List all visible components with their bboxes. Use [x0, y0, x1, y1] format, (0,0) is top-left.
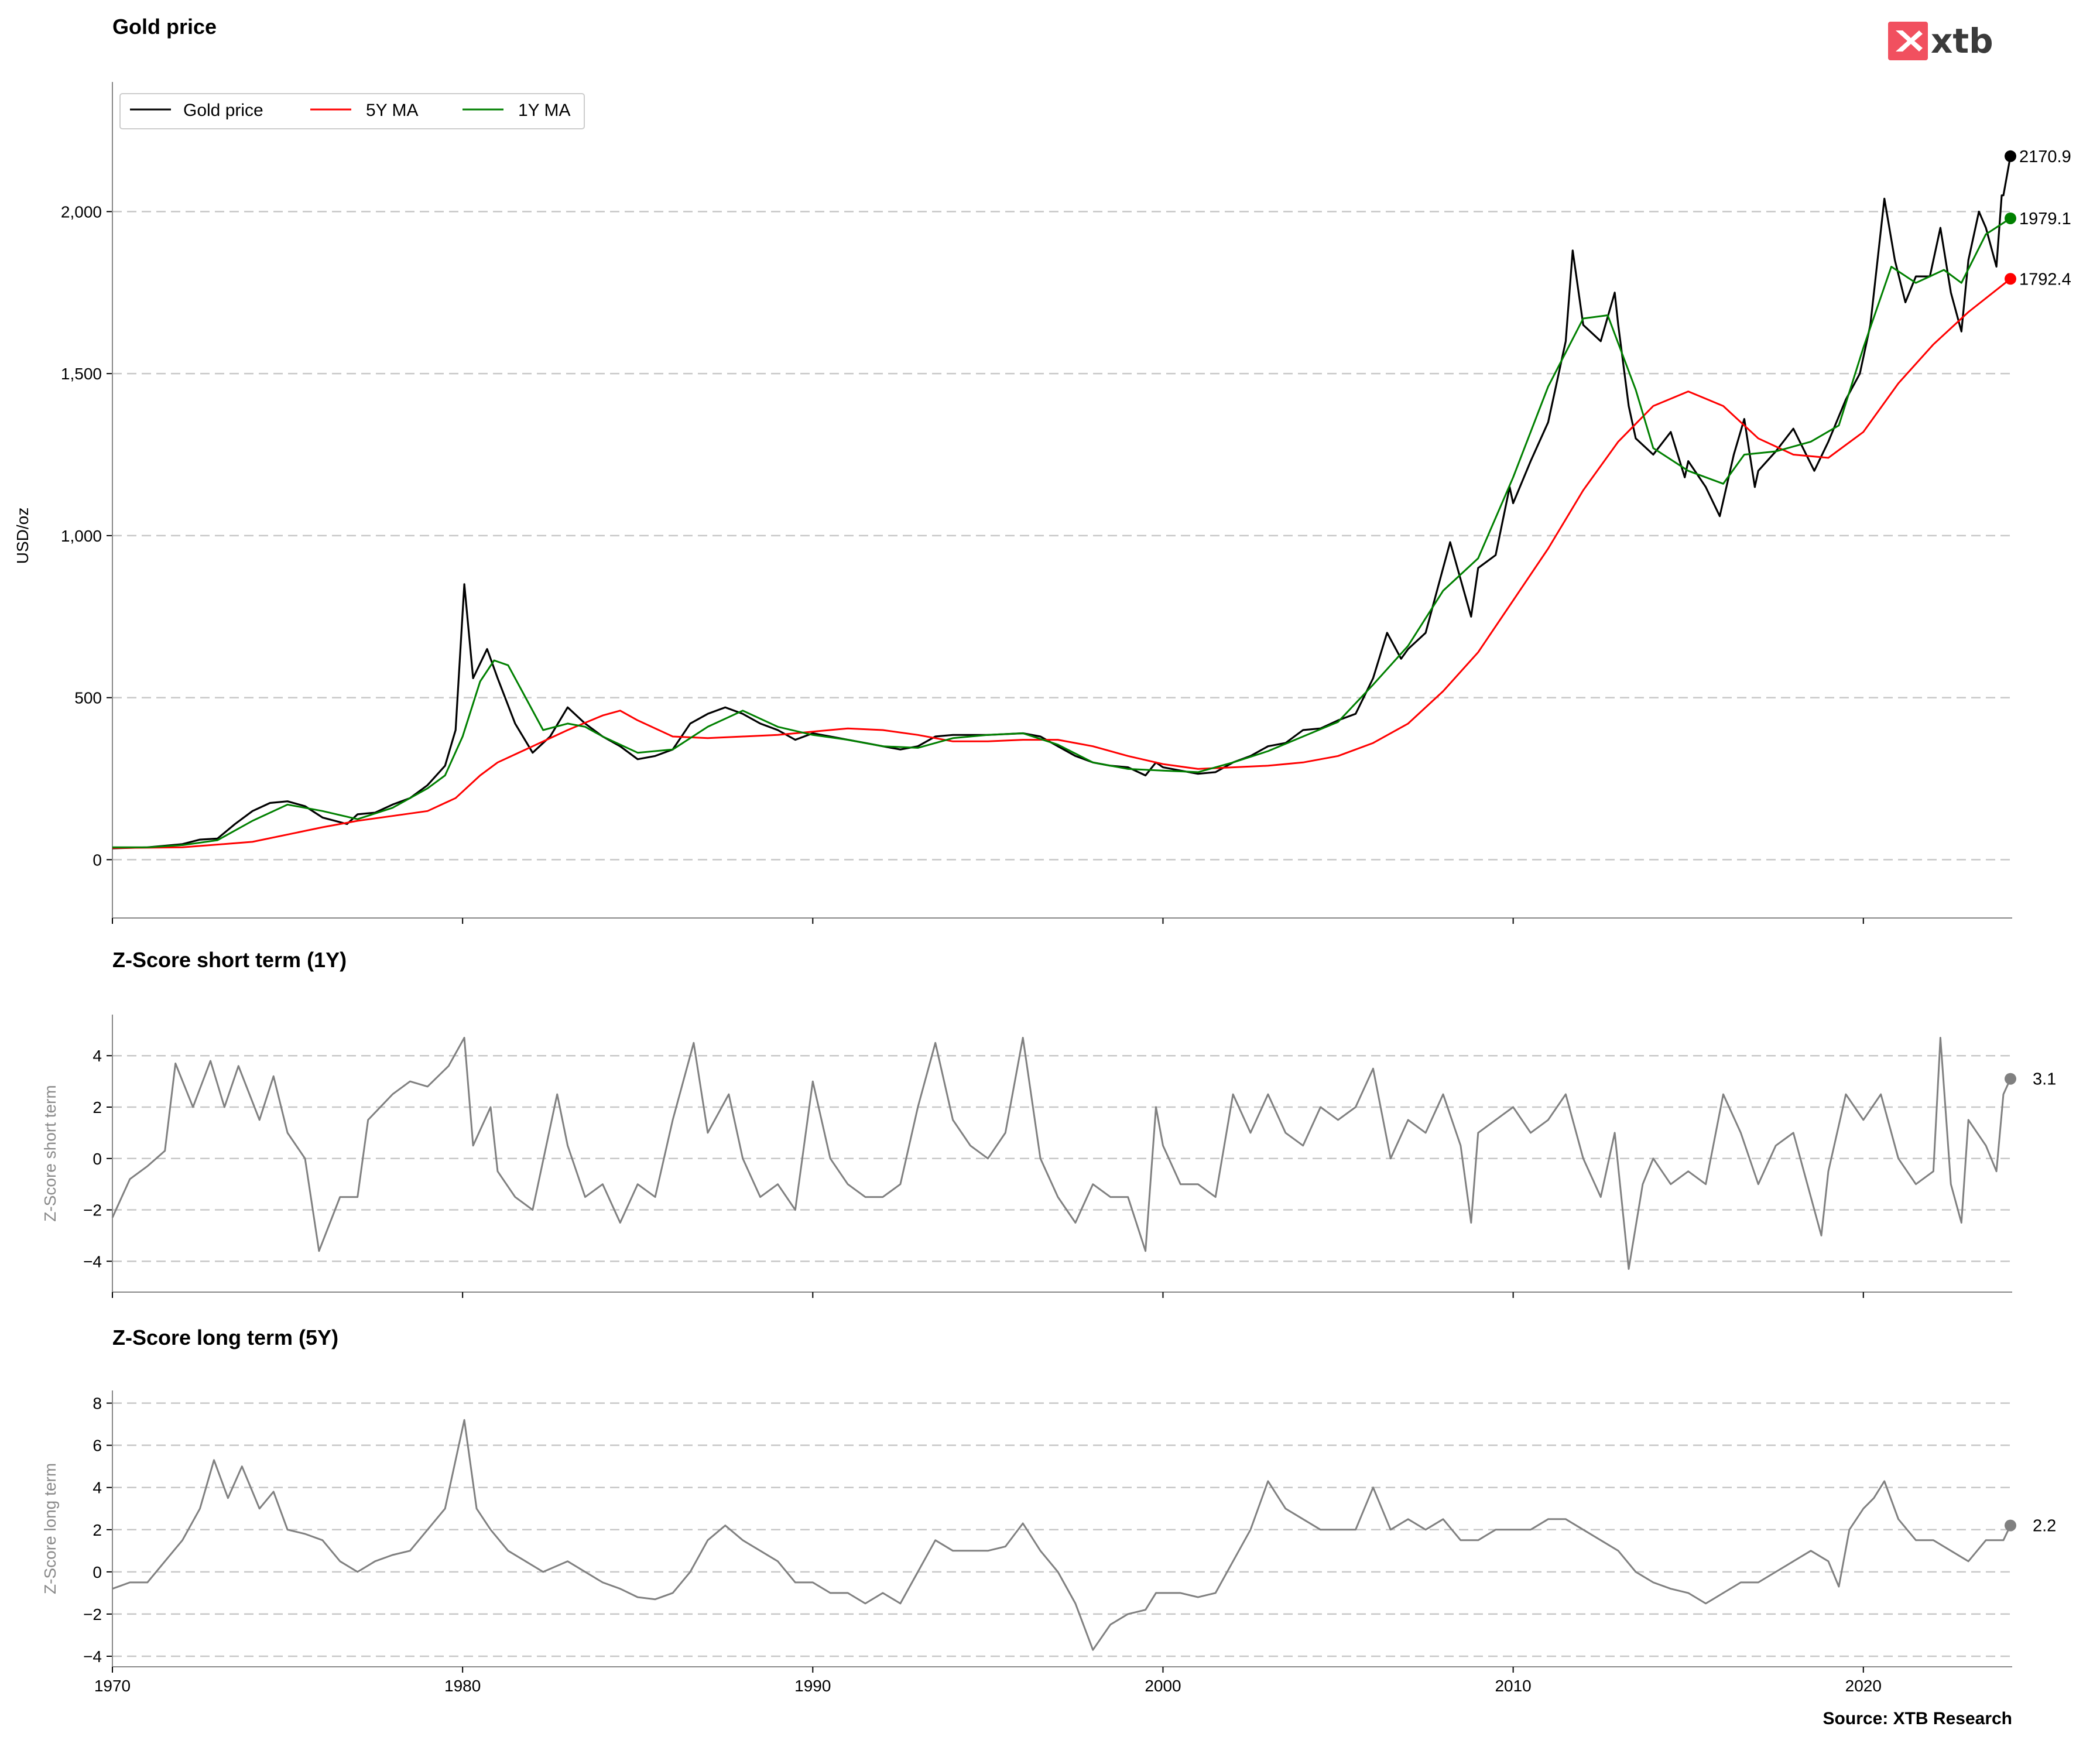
end-point-marker [2005, 273, 2017, 285]
y-tick-label: 0 [93, 851, 102, 869]
legend: Gold price 5Y MA 1Y MA [119, 93, 585, 129]
zscore-short-panel: −4 −2 0 2 4 Z-Score short term 3.1 [41, 1015, 2056, 1298]
y-tick-label: 2 [93, 1521, 102, 1539]
series-line-zscore [112, 1419, 2012, 1651]
y-tick-label: 6 [93, 1437, 102, 1455]
y-tick-label: 4 [93, 1479, 102, 1497]
series-line-5y-ma [112, 278, 2011, 849]
y-tick-label: 0 [93, 1150, 102, 1168]
chart-title-zscore-short: Z-Score short term (1Y) [112, 948, 347, 972]
end-point-marker [2005, 1519, 2017, 1532]
legend-label-gold-price: Gold price [183, 101, 263, 120]
y-axis-label: USD/oz [13, 508, 32, 564]
gold-price-panel: 0 500 1,000 1,500 2,000 USD/oz 2170.9 1792.4 197… [13, 82, 2071, 924]
x-tick-label: 2020 [1845, 1677, 1882, 1695]
chart-title-gold: Gold price [112, 15, 217, 39]
x-tick-label: 1980 [444, 1677, 481, 1695]
end-value-label: 1792.4 [2019, 270, 2071, 289]
end-value-label: 3.1 [2033, 1070, 2056, 1089]
end-point-marker [2005, 212, 2017, 224]
legend-label-1y-ma: 1Y MA [518, 101, 571, 120]
end-value-label: 2170.9 [2019, 148, 2071, 166]
series-line-zscore [111, 1037, 2012, 1270]
zscore-long-panel: −4 −2 0 2 4 6 8 1970 1980 1990 2000 2010 2020 Z-Score… [41, 1390, 2056, 1695]
series-line-1y-ma [112, 217, 2011, 848]
y-tick-label: −2 [83, 1201, 102, 1220]
y-tick-label: −4 [83, 1647, 102, 1666]
y-tick-label: 1,500 [61, 365, 102, 383]
xtb-logo-text: xtb [1931, 21, 1993, 61]
x-tick-label: 1990 [794, 1677, 831, 1695]
end-value-label: 2.2 [2033, 1517, 2056, 1536]
source-note: Source: XTB Research [1823, 1709, 2012, 1728]
x-tick-label: 2010 [1495, 1677, 1531, 1695]
xtb-logo: xtb [1888, 21, 1993, 61]
y-tick-label: 8 [93, 1395, 102, 1413]
xtb-logo-x-icon [1896, 30, 1923, 52]
x-tick-label: 1970 [94, 1677, 131, 1695]
y-tick-label: 2,000 [61, 203, 102, 221]
y-tick-label: 1,000 [61, 527, 102, 545]
y-axis-label: Z-Score long term [41, 1463, 59, 1594]
legend-label-5y-ma: 5Y MA [366, 101, 419, 120]
y-tick-label: 4 [93, 1047, 102, 1065]
legend-box [119, 93, 585, 129]
y-tick-label: 2 [93, 1098, 102, 1116]
y-tick-label: −4 [83, 1252, 102, 1270]
y-tick-label: 500 [74, 689, 102, 707]
y-tick-label: −2 [83, 1605, 102, 1623]
chart-title-zscore-long: Z-Score long term (5Y) [112, 1325, 338, 1349]
end-point-marker [2005, 1073, 2017, 1085]
x-tick-label: 2000 [1145, 1677, 1181, 1695]
end-point-marker [2005, 150, 2017, 162]
y-axis-label: Z-Score short term [41, 1085, 59, 1221]
y-tick-label: 0 [93, 1563, 102, 1581]
end-value-label: 1979.1 [2019, 210, 2071, 228]
series-line-gold-price [112, 156, 2012, 849]
